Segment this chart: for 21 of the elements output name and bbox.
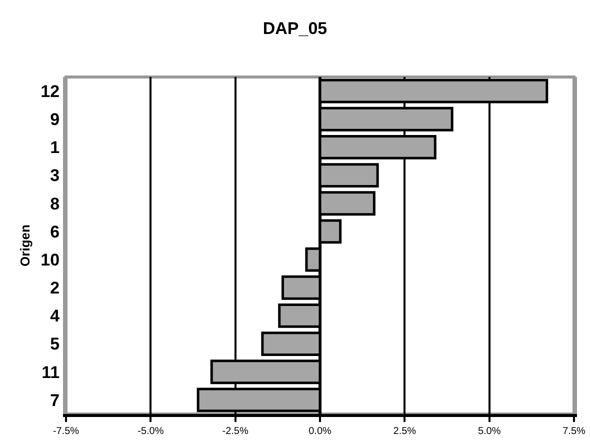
- y-tick-label: 3: [50, 166, 60, 186]
- y-tick-label: 6: [50, 222, 60, 242]
- x-tick-label: 7.5%: [562, 426, 586, 437]
- y-tick-label: 9: [50, 110, 60, 130]
- x-tick-label: 2.5%: [393, 426, 416, 437]
- y-tick-label: 12: [40, 82, 60, 101]
- y-axis-title: Origen: [18, 224, 33, 266]
- y-tick-label: 5: [50, 334, 60, 354]
- x-tick-label: -5.0%: [138, 426, 164, 437]
- y-tick-label: 8: [50, 194, 60, 214]
- y-tick-label: 7: [50, 390, 60, 410]
- y-tick-label: 2: [50, 278, 60, 298]
- chart-title: DAP_05: [262, 19, 328, 38]
- y-tick-label: 11: [42, 362, 60, 382]
- x-tick-label: -7.5%: [52, 426, 80, 437]
- x-tick-label: 5.0%: [478, 426, 501, 437]
- y-tick-label: 10: [40, 250, 60, 270]
- x-tick-label: -2.5%: [222, 426, 248, 437]
- y-tick-label: 4: [50, 306, 60, 326]
- y-tick-label: 1: [50, 138, 60, 158]
- x-tick-label: 0.0%: [308, 426, 332, 437]
